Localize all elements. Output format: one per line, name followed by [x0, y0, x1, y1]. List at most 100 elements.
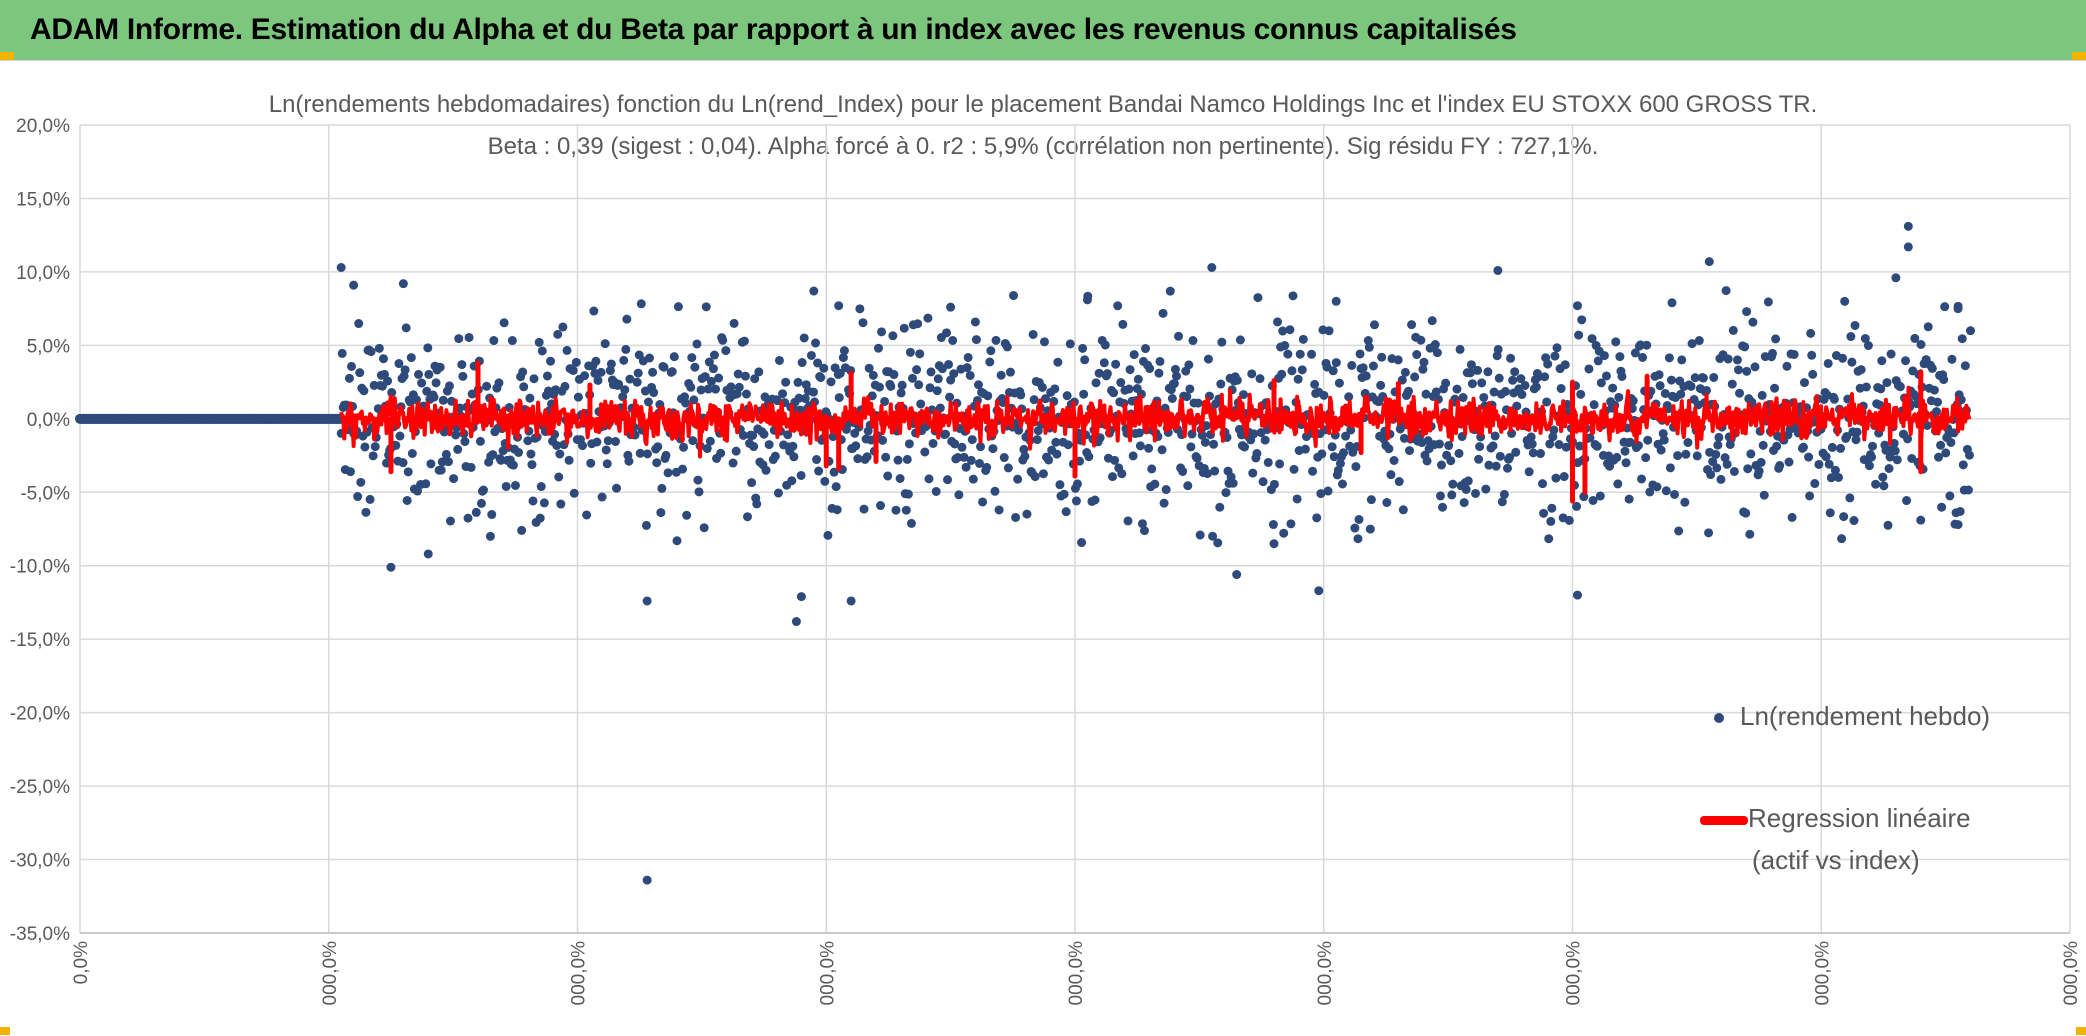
data-point	[797, 358, 807, 368]
data-point	[868, 370, 878, 380]
data-point	[453, 444, 463, 454]
data-point	[1108, 472, 1118, 482]
data-point	[883, 471, 893, 481]
data-point	[1576, 389, 1586, 399]
data-point-outlier	[1269, 539, 1279, 549]
data-point	[1665, 463, 1675, 473]
data-point-outlier	[672, 536, 682, 546]
data-point	[571, 357, 581, 367]
data-point	[1479, 392, 1489, 402]
data-point	[621, 344, 631, 354]
data-point	[1065, 339, 1075, 349]
data-point	[1740, 342, 1750, 352]
data-point	[793, 377, 803, 387]
data-point	[982, 462, 992, 472]
data-point	[1077, 538, 1087, 548]
data-point	[742, 512, 752, 522]
data-point	[1838, 353, 1848, 363]
data-point	[1686, 381, 1696, 391]
data-point	[1327, 442, 1337, 452]
data-point	[1714, 432, 1724, 442]
data-point	[1125, 365, 1135, 375]
data-point	[1416, 335, 1426, 345]
data-point	[1319, 390, 1329, 400]
data-point	[368, 451, 378, 461]
data-point	[1542, 397, 1552, 407]
data-point	[1711, 449, 1721, 459]
data-point	[1123, 516, 1133, 526]
data-point	[345, 467, 355, 477]
data-point	[1473, 365, 1483, 375]
data-point	[1427, 316, 1437, 326]
data-point	[925, 383, 935, 393]
data-point	[1882, 378, 1892, 388]
data-point	[1355, 349, 1365, 359]
data-point	[920, 447, 930, 457]
data-point	[1080, 355, 1090, 365]
data-point	[703, 384, 713, 394]
x-tick-label: 000,0%	[1315, 941, 1336, 1006]
data-point	[831, 482, 841, 492]
data-point	[1890, 446, 1900, 456]
data-point	[1028, 329, 1038, 339]
data-point	[564, 455, 574, 465]
data-point	[1643, 435, 1653, 445]
data-point	[1923, 322, 1933, 332]
y-tick-label: -5,0%	[20, 483, 70, 504]
data-point	[1839, 512, 1849, 522]
chart-area: Ln(rendements hebdomadaires) fonction du…	[0, 60, 2086, 1036]
data-point	[394, 359, 404, 369]
data-point	[667, 367, 677, 377]
data-point	[1221, 488, 1231, 498]
data-point	[1680, 497, 1690, 507]
data-point	[994, 505, 1004, 515]
data-point	[1419, 357, 1429, 367]
data-point	[690, 362, 700, 372]
data-point	[593, 375, 603, 385]
data-point	[829, 467, 839, 477]
data-point	[1285, 325, 1295, 335]
data-point	[1617, 371, 1627, 381]
data-point	[1713, 440, 1723, 450]
data-point	[1621, 458, 1631, 468]
data-point	[967, 435, 977, 445]
data-point	[811, 338, 821, 348]
data-point	[706, 376, 716, 386]
data-point	[1922, 420, 1932, 430]
data-point	[1716, 474, 1726, 484]
data-point	[1333, 465, 1343, 475]
data-point	[1599, 351, 1609, 361]
data-point	[1706, 470, 1716, 480]
data-point	[1277, 369, 1287, 379]
data-point	[1645, 487, 1655, 497]
data-point	[1280, 341, 1290, 351]
data-point	[972, 395, 982, 405]
scatter-plot: 20,0% 15,0% 10,0% 5,0% 0,0% -5,0% -10,0% -15,0%…	[10, 116, 2082, 1006]
data-point	[729, 318, 739, 328]
data-point	[1692, 451, 1702, 461]
data-point	[1118, 319, 1128, 329]
data-point-outlier	[1314, 586, 1324, 596]
data-point	[659, 362, 669, 372]
data-point	[1037, 382, 1047, 392]
data-point	[568, 365, 578, 375]
data-point	[1741, 508, 1751, 518]
data-point	[813, 358, 823, 368]
data-point	[624, 456, 634, 466]
data-point	[1545, 439, 1555, 449]
data-point	[912, 365, 922, 375]
data-point	[1363, 336, 1373, 346]
data-point	[1850, 320, 1860, 330]
data-point-outlier	[423, 549, 433, 559]
data-point	[1836, 443, 1846, 453]
data-point	[1955, 506, 1965, 516]
data-point	[1137, 519, 1147, 529]
data-point	[694, 487, 704, 497]
data-point	[1510, 367, 1520, 377]
data-point	[1334, 378, 1344, 388]
data-point	[1366, 495, 1376, 505]
data-point	[1847, 357, 1857, 367]
data-point	[519, 382, 529, 392]
data-point	[1111, 359, 1121, 369]
data-point	[877, 327, 887, 337]
